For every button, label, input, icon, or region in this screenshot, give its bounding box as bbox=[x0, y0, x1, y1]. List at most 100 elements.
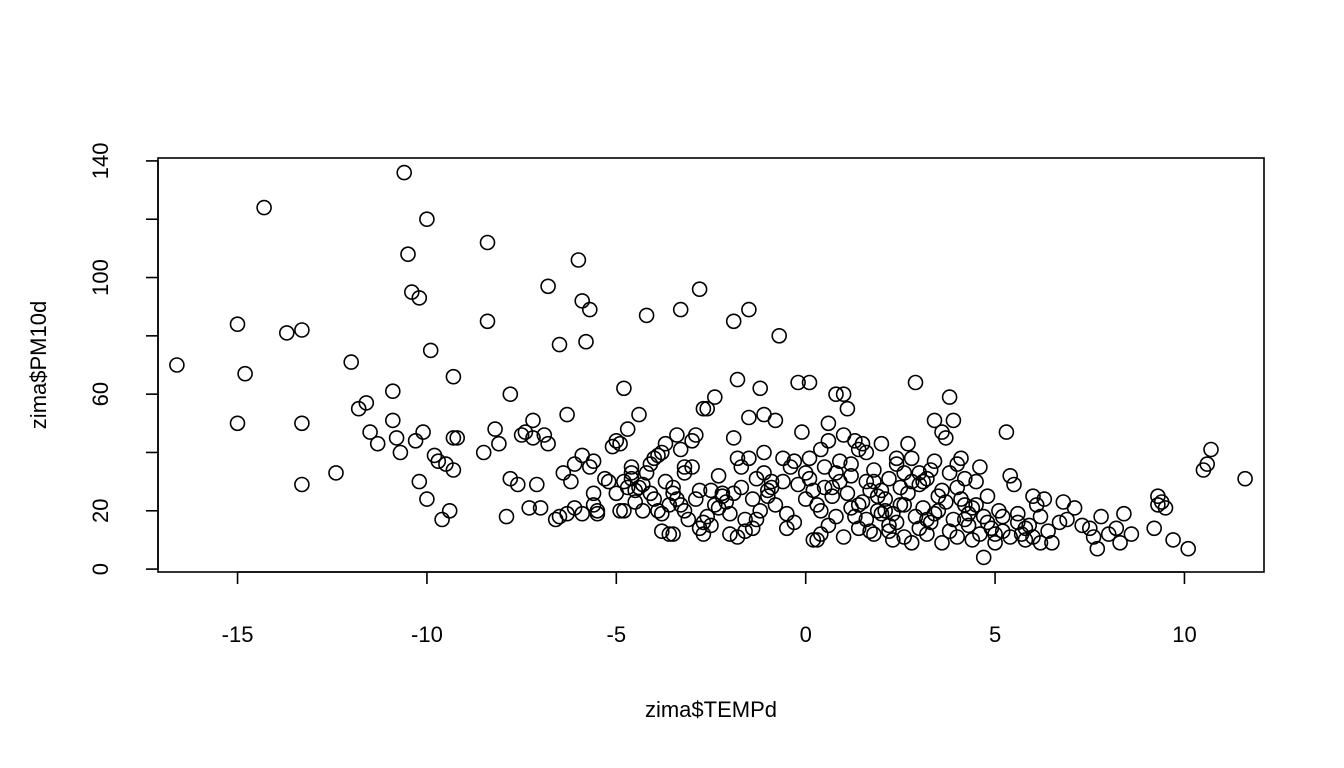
data-point bbox=[1203, 441, 1219, 458]
y-tick-label: 140 bbox=[88, 143, 113, 180]
data-point bbox=[949, 529, 966, 545]
data-point bbox=[941, 389, 958, 405]
data-point bbox=[400, 246, 416, 262]
data-point bbox=[922, 514, 939, 531]
data-point bbox=[699, 400, 716, 417]
data-point bbox=[759, 488, 776, 505]
data-point bbox=[343, 354, 360, 370]
data-point bbox=[919, 526, 935, 542]
data-point bbox=[888, 450, 905, 467]
data-point bbox=[756, 444, 772, 461]
data-point bbox=[835, 529, 852, 545]
data-point bbox=[737, 511, 753, 528]
data-point bbox=[862, 482, 878, 499]
data-points bbox=[169, 164, 1253, 566]
data-point bbox=[866, 526, 882, 542]
data-point bbox=[858, 473, 875, 490]
data-point bbox=[801, 450, 818, 467]
data-point bbox=[763, 479, 780, 496]
data-point bbox=[869, 502, 886, 519]
data-point bbox=[653, 523, 670, 540]
data-point bbox=[1006, 476, 1022, 493]
data-point bbox=[953, 491, 969, 507]
data-point bbox=[441, 502, 458, 519]
data-point bbox=[559, 406, 575, 423]
data-point bbox=[741, 301, 757, 318]
data-point bbox=[422, 342, 439, 359]
data-point bbox=[574, 293, 591, 309]
data-point bbox=[741, 409, 757, 426]
data-point bbox=[945, 412, 962, 429]
data-point bbox=[237, 365, 253, 382]
data-point bbox=[169, 357, 185, 373]
data-point bbox=[570, 252, 587, 268]
data-point bbox=[540, 278, 556, 295]
data-point bbox=[877, 502, 894, 519]
data-point bbox=[877, 491, 894, 507]
data-point bbox=[922, 462, 939, 478]
data-point bbox=[616, 502, 632, 519]
data-point bbox=[585, 485, 602, 502]
data-point bbox=[1123, 526, 1140, 542]
data-point bbox=[862, 523, 878, 540]
data-point bbox=[759, 482, 776, 499]
data-point bbox=[752, 380, 769, 397]
data-point bbox=[384, 412, 401, 429]
data-point bbox=[926, 453, 943, 470]
data-point bbox=[419, 491, 435, 507]
data-point bbox=[820, 517, 837, 534]
data-point bbox=[434, 511, 450, 528]
data-point bbox=[1032, 534, 1049, 551]
data-point bbox=[657, 435, 674, 452]
data-point bbox=[744, 491, 761, 507]
data-point bbox=[661, 526, 678, 542]
data-point bbox=[828, 508, 844, 525]
data-point bbox=[229, 415, 246, 432]
data-point bbox=[915, 473, 931, 490]
data-point bbox=[676, 459, 693, 475]
data-point bbox=[903, 534, 920, 551]
y-axis-title: zima$PM10d bbox=[26, 301, 51, 429]
data-point bbox=[627, 494, 644, 510]
data-point bbox=[896, 465, 913, 481]
data-point bbox=[574, 505, 591, 522]
data-point bbox=[1051, 514, 1068, 531]
data-point bbox=[1036, 491, 1053, 507]
data-point bbox=[884, 505, 901, 522]
data-point bbox=[930, 502, 947, 519]
data-point bbox=[566, 456, 583, 472]
data-point bbox=[972, 526, 988, 542]
data-point bbox=[665, 526, 681, 542]
data-point bbox=[858, 444, 875, 461]
data-point bbox=[604, 438, 621, 455]
data-point bbox=[589, 505, 606, 522]
y-tick-label: 0 bbox=[88, 563, 113, 575]
data-point bbox=[767, 497, 784, 513]
data-point bbox=[820, 415, 837, 432]
data-point bbox=[650, 447, 666, 464]
data-point bbox=[638, 307, 655, 324]
data-point bbox=[392, 444, 409, 461]
data-point bbox=[888, 456, 905, 472]
data-point bbox=[1074, 517, 1090, 534]
data-point bbox=[616, 380, 632, 397]
data-point bbox=[725, 313, 742, 330]
data-point bbox=[676, 465, 693, 481]
x-tick-label: 10 bbox=[1172, 622, 1196, 647]
data-point bbox=[445, 462, 462, 478]
data-point bbox=[937, 494, 954, 510]
data-point bbox=[657, 473, 674, 490]
data-point bbox=[1108, 520, 1125, 537]
data-point bbox=[752, 502, 769, 519]
data-point bbox=[411, 473, 428, 490]
data-point bbox=[396, 164, 413, 181]
data-point bbox=[1157, 500, 1174, 516]
data-point bbox=[328, 465, 344, 481]
data-point bbox=[388, 430, 405, 446]
data-point bbox=[828, 386, 844, 403]
data-point bbox=[975, 508, 992, 525]
data-point bbox=[691, 520, 708, 537]
data-point bbox=[358, 395, 375, 411]
data-point bbox=[612, 435, 628, 452]
data-point bbox=[415, 424, 431, 440]
